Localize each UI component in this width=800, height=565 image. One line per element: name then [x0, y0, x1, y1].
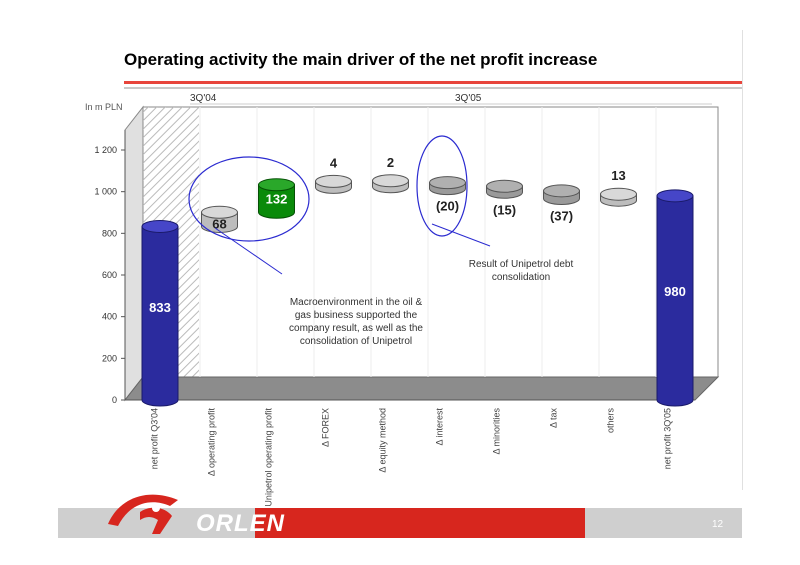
bar-top — [315, 174, 352, 188]
bar-data-label: 833 — [149, 300, 171, 315]
x-category-label: Δ tax — [549, 408, 559, 429]
x-category-label: Δ operating profit — [207, 408, 217, 477]
x-category-label: Δ Unipetrol operating profit — [264, 408, 274, 515]
y-tick-label: 400 — [102, 312, 117, 322]
bar-data-label: (20) — [436, 199, 459, 214]
waterfall-bar — [486, 179, 523, 199]
macro-annotation: Macroenvironment in the oil & gas busine… — [289, 297, 423, 347]
bar-body — [656, 195, 694, 407]
x-category-label: others — [606, 408, 616, 434]
waterfall-bar — [600, 187, 637, 207]
unipetrol-debt-annotation: Result of Unipetrol debt consolidation — [468, 259, 574, 283]
x-category-label: Δ minorities — [492, 408, 502, 455]
chart-floor — [123, 376, 720, 401]
y-tick-label: 0 — [112, 395, 117, 405]
bar-body — [258, 184, 295, 219]
waterfall-bar — [315, 174, 352, 194]
chart-back-wall — [142, 106, 719, 378]
bar-data-label: 132 — [266, 192, 288, 207]
bar-data-label: (15) — [493, 202, 516, 217]
bar-top — [486, 179, 523, 193]
bar-top — [656, 189, 694, 203]
waterfall-bar — [372, 174, 409, 194]
period-label-3q05: 3Q'05 — [455, 93, 482, 104]
waterfall-bar — [258, 178, 295, 219]
right-border-line — [742, 30, 743, 490]
connector-line-interest — [431, 223, 491, 247]
highlight-ellipse-interest — [416, 135, 468, 237]
bar-data-label: (37) — [550, 209, 573, 224]
slide-title: Operating activity the main driver of th… — [124, 50, 598, 69]
bar-data-label: 2 — [387, 155, 394, 170]
y-tick-label: 800 — [102, 228, 117, 238]
title-underline-grey — [124, 87, 742, 89]
bar-data-label: 980 — [664, 284, 686, 299]
chart-left-wall — [124, 105, 144, 402]
orlen-logo-text: ORLEN — [196, 510, 285, 537]
waterfall-bar — [543, 184, 580, 206]
bar-top — [258, 178, 295, 192]
y-tick-label: 1 000 — [94, 187, 117, 197]
bar-data-label: 4 — [330, 155, 338, 170]
waterfall-bar — [656, 189, 694, 407]
highlight-ellipse-operating — [188, 156, 310, 242]
x-category-label: Δ equity method — [378, 408, 388, 473]
y-tick-label: 200 — [102, 353, 117, 363]
bar-top — [600, 187, 637, 201]
bar-top — [201, 205, 238, 219]
period-label-3q04: 3Q'04 — [190, 93, 217, 104]
title-underline-red — [124, 81, 742, 84]
bar-data-label: 68 — [212, 216, 226, 231]
x-category-label: Δ FOREX — [321, 408, 331, 447]
x-category-label: Δ interest — [435, 408, 445, 446]
bar-top — [543, 184, 580, 198]
bar-data-label: 13 — [611, 168, 625, 183]
y-axis-unit-label: In m PLN — [85, 102, 123, 112]
page-number: 12 — [712, 519, 724, 530]
bar-body — [141, 225, 179, 407]
orlen-eagle-logo-icon — [108, 494, 178, 534]
footer-red-band — [255, 508, 585, 538]
x-category-label: net profit 3Q'05 — [663, 408, 673, 469]
waterfall-bar — [141, 219, 179, 407]
waterfall-bar — [429, 176, 466, 196]
bar-top — [141, 219, 179, 233]
y-tick-label: 1 200 — [94, 145, 117, 155]
x-category-label: net profit Q3'04 — [150, 408, 160, 469]
y-tick-label: 600 — [102, 270, 117, 280]
bar-top — [429, 176, 466, 190]
connector-line-operating — [214, 227, 283, 275]
bar-top — [372, 174, 409, 188]
